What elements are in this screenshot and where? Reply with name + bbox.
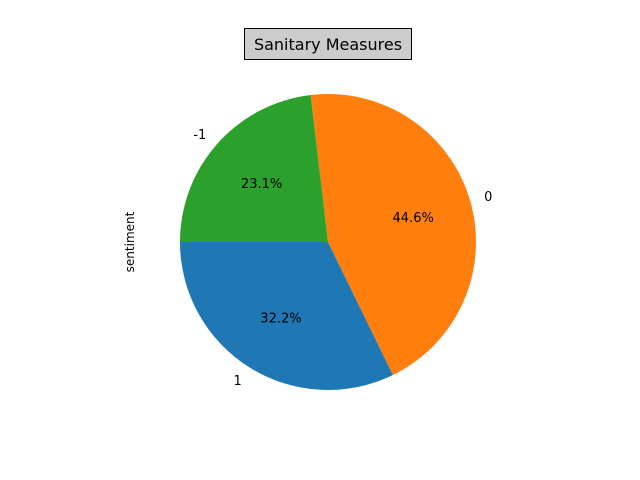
chart-title-box (244, 28, 412, 60)
pie-pct-label: 32.2% (260, 311, 301, 326)
pie-slice-0 (310, 94, 476, 375)
pie-category-label: -1 (193, 128, 206, 143)
pie-category-label: 1 (233, 374, 241, 389)
pie-slice-neg1 (180, 95, 328, 242)
chart-title: Sanitary Measures (244, 28, 412, 60)
pie-pct-label: 23.1% (241, 177, 282, 192)
pie-slices (180, 94, 476, 390)
pie-labels: 32.2% 1 44.6% 0 23.1% -1 (193, 128, 492, 389)
pie-pct-label: 44.6% (393, 211, 434, 226)
pie-category-label: 0 (484, 190, 492, 205)
y-axis-label: sentiment (123, 211, 137, 272)
pie-slice-1 (180, 242, 393, 390)
chart-title-text: Sanitary Measures (254, 35, 402, 54)
